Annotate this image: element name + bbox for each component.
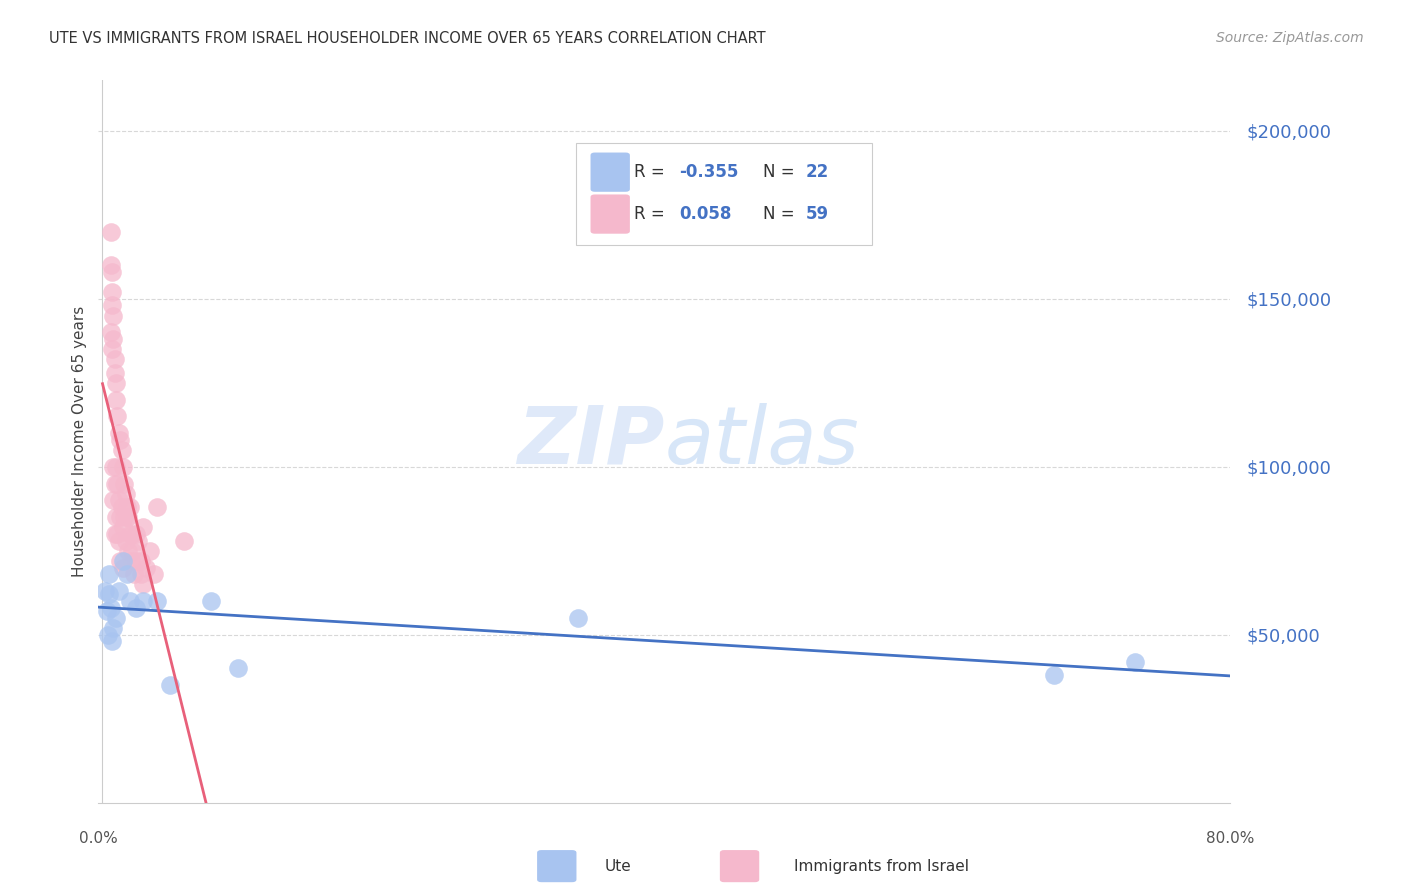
Text: 22: 22: [806, 163, 830, 181]
Text: Immigrants from Israel: Immigrants from Israel: [794, 859, 969, 873]
Point: [125, 554, 148, 568]
Point: [110, 500, 132, 514]
Point: [105, 510, 128, 524]
Point: [200, 594, 222, 608]
Point: [127, 533, 149, 548]
Point: [121, 543, 143, 558]
Point: [129, 554, 152, 568]
Point: [132, 577, 155, 591]
Point: [104, 527, 127, 541]
Point: [105, 392, 128, 407]
Text: N =: N =: [763, 205, 800, 223]
Point: [107, 409, 129, 424]
Text: Ute: Ute: [605, 859, 631, 873]
Point: [107, 426, 129, 441]
Point: [104, 366, 127, 380]
Point: [146, 594, 169, 608]
Point: [103, 309, 125, 323]
Text: 0.058: 0.058: [679, 205, 731, 223]
Point: [103, 459, 125, 474]
Point: [1042, 668, 1064, 682]
Point: [114, 533, 136, 548]
Text: ZIP: ZIP: [517, 402, 665, 481]
Point: [96, 604, 118, 618]
Point: [100, 225, 122, 239]
Point: [139, 543, 162, 558]
Point: [105, 376, 128, 390]
Text: UTE VS IMMIGRANTS FROM ISRAEL HOUSEHOLDER INCOME OVER 65 YEARS CORRELATION CHART: UTE VS IMMIGRANTS FROM ISRAEL HOUSEHOLDE…: [49, 31, 766, 46]
Point: [111, 560, 134, 574]
Point: [129, 567, 152, 582]
Point: [117, 543, 139, 558]
Point: [112, 510, 135, 524]
Point: [117, 510, 139, 524]
Point: [101, 285, 124, 299]
Point: [118, 594, 141, 608]
Point: [135, 560, 157, 574]
Point: [103, 493, 125, 508]
Point: [228, 661, 250, 675]
Point: [104, 352, 127, 367]
Point: [107, 493, 129, 508]
Point: [122, 567, 145, 582]
Point: [100, 326, 122, 340]
Point: [118, 500, 141, 514]
Point: [101, 342, 124, 356]
Point: [159, 678, 181, 692]
Point: [143, 567, 166, 582]
Point: [103, 332, 125, 346]
Text: N =: N =: [763, 163, 800, 181]
Point: [567, 611, 589, 625]
Point: [132, 594, 155, 608]
Text: R =: R =: [634, 205, 671, 223]
Point: [107, 584, 129, 599]
Point: [100, 258, 122, 272]
Point: [98, 567, 121, 582]
Point: [108, 433, 131, 447]
Point: [125, 527, 148, 541]
Point: [111, 520, 134, 534]
Text: R =: R =: [634, 163, 671, 181]
Point: [107, 476, 129, 491]
Point: [107, 533, 129, 548]
Text: 59: 59: [806, 205, 828, 223]
Point: [107, 527, 129, 541]
Point: [97, 628, 120, 642]
Point: [94, 584, 117, 599]
Point: [115, 567, 138, 582]
Point: [1123, 655, 1146, 669]
Point: [115, 500, 138, 514]
Point: [111, 459, 134, 474]
Y-axis label: Householder Income Over 65 years: Householder Income Over 65 years: [72, 306, 87, 577]
Point: [105, 611, 128, 625]
Point: [103, 621, 125, 635]
Point: [118, 527, 141, 541]
Point: [120, 554, 142, 568]
Point: [132, 520, 155, 534]
Point: [101, 298, 124, 312]
Text: atlas: atlas: [665, 402, 859, 481]
Point: [104, 476, 127, 491]
Point: [115, 510, 138, 524]
Text: Source: ZipAtlas.com: Source: ZipAtlas.com: [1216, 31, 1364, 45]
Point: [108, 554, 131, 568]
Point: [101, 634, 124, 648]
Point: [173, 533, 195, 548]
Point: [111, 554, 134, 568]
Point: [146, 500, 169, 514]
Text: 80.0%: 80.0%: [1206, 831, 1254, 846]
Point: [98, 587, 121, 601]
Point: [112, 476, 135, 491]
Point: [101, 265, 124, 279]
Point: [125, 600, 148, 615]
Point: [114, 486, 136, 500]
Point: [100, 600, 122, 615]
Point: [121, 527, 143, 541]
Text: -0.355: -0.355: [679, 163, 738, 181]
Text: 0.0%: 0.0%: [79, 831, 118, 846]
Point: [108, 510, 131, 524]
Point: [105, 459, 128, 474]
Point: [110, 442, 132, 457]
